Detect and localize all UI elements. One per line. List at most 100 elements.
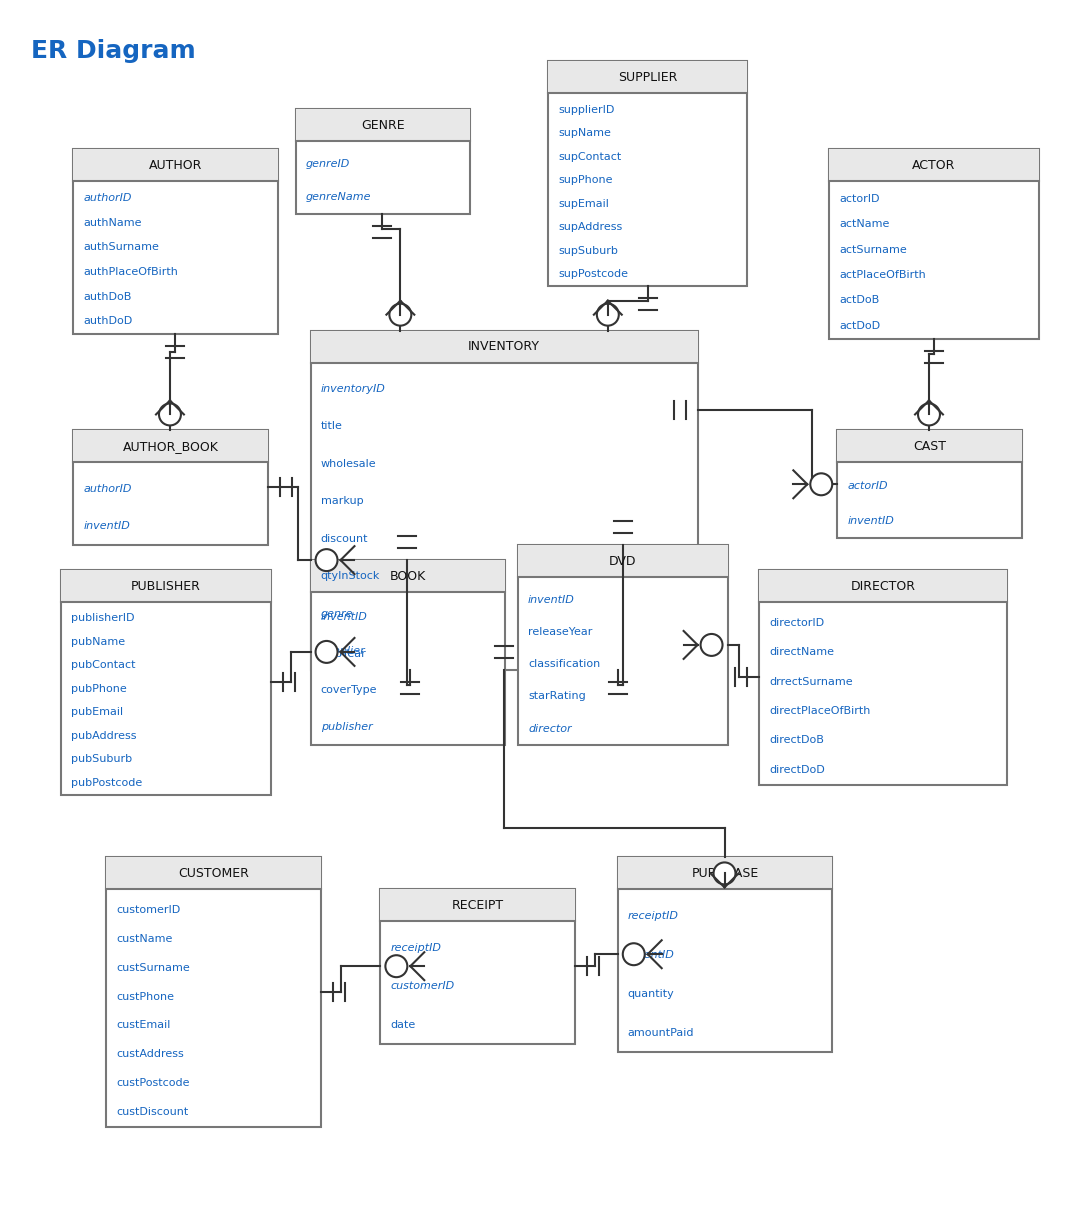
Bar xyxy=(381,890,575,1044)
Text: publisherID: publisherID xyxy=(71,613,134,623)
Circle shape xyxy=(315,550,338,572)
Bar xyxy=(518,545,727,577)
Text: qtyInStock: qtyInStock xyxy=(321,572,380,581)
Bar xyxy=(548,61,748,93)
Text: DVD: DVD xyxy=(609,554,637,568)
Text: inventID: inventID xyxy=(83,521,130,531)
Bar xyxy=(837,431,1022,463)
Text: supplier: supplier xyxy=(321,646,366,656)
Circle shape xyxy=(918,404,940,426)
Text: directorID: directorID xyxy=(769,618,824,628)
Text: title: title xyxy=(321,421,342,431)
Text: PUBLISHER: PUBLISHER xyxy=(131,579,201,592)
Bar xyxy=(296,109,470,214)
Text: custEmail: custEmail xyxy=(116,1021,170,1031)
Text: inventID: inventID xyxy=(321,612,367,623)
Bar xyxy=(381,890,575,922)
Text: supAddress: supAddress xyxy=(558,222,622,233)
Text: actPlaceOfBirth: actPlaceOfBirth xyxy=(839,271,926,280)
Circle shape xyxy=(159,404,181,426)
Text: receiptID: receiptID xyxy=(391,944,441,953)
Text: pubPhone: pubPhone xyxy=(71,684,127,694)
Text: starRating: starRating xyxy=(528,692,585,701)
Bar xyxy=(73,431,268,463)
Circle shape xyxy=(810,474,832,496)
Text: directPlaceOfBirth: directPlaceOfBirth xyxy=(769,706,870,716)
Text: actorID: actorID xyxy=(839,193,880,203)
Text: custDiscount: custDiscount xyxy=(116,1108,188,1118)
Text: ER Diagram: ER Diagram xyxy=(31,39,196,64)
Text: supContact: supContact xyxy=(558,152,621,162)
Text: CUSTOMER: CUSTOMER xyxy=(178,867,249,880)
Text: inventID: inventID xyxy=(847,517,894,526)
Circle shape xyxy=(597,304,619,326)
Text: authSurname: authSurname xyxy=(83,242,159,252)
Bar xyxy=(73,149,278,181)
Text: actDoD: actDoD xyxy=(839,321,880,330)
Text: authName: authName xyxy=(83,218,142,228)
Bar xyxy=(311,330,697,362)
Bar xyxy=(61,570,271,794)
Text: supName: supName xyxy=(558,129,611,138)
Text: drrectSurname: drrectSurname xyxy=(769,677,853,687)
Text: customerID: customerID xyxy=(391,982,455,991)
Text: inventID: inventID xyxy=(627,950,675,960)
Bar xyxy=(830,149,1038,181)
Text: actDoB: actDoB xyxy=(839,295,879,306)
Text: custSurname: custSurname xyxy=(116,962,189,973)
Bar xyxy=(73,149,278,334)
Text: authorID: authorID xyxy=(83,483,131,493)
Text: date: date xyxy=(391,1020,415,1029)
Circle shape xyxy=(390,304,411,326)
Bar xyxy=(296,109,470,141)
Text: custPhone: custPhone xyxy=(116,991,174,1001)
Bar xyxy=(760,570,1007,785)
Bar xyxy=(73,431,268,545)
Text: pubName: pubName xyxy=(71,636,125,647)
Text: INVENTORY: INVENTORY xyxy=(468,340,540,353)
Circle shape xyxy=(700,634,722,656)
Text: DIRECTOR: DIRECTOR xyxy=(851,579,916,592)
Text: pubYear: pubYear xyxy=(321,649,366,659)
Text: authorID: authorID xyxy=(83,193,131,203)
Text: AUTHOR_BOOK: AUTHOR_BOOK xyxy=(123,439,218,453)
Bar xyxy=(311,330,697,670)
Text: amountPaid: amountPaid xyxy=(627,1028,694,1038)
Text: SUPPLIER: SUPPLIER xyxy=(618,71,678,83)
Text: classification: classification xyxy=(528,659,600,670)
Bar xyxy=(107,858,321,890)
Text: coverType: coverType xyxy=(321,685,377,695)
Text: PURCHASE: PURCHASE xyxy=(692,867,759,880)
Circle shape xyxy=(623,944,645,966)
Text: inventoryID: inventoryID xyxy=(321,384,385,394)
Text: directDoD: directDoD xyxy=(769,765,825,775)
Text: supplierID: supplierID xyxy=(558,104,614,115)
Text: ACTOR: ACTOR xyxy=(912,159,955,171)
Text: genreID: genreID xyxy=(306,159,350,169)
Text: receiptID: receiptID xyxy=(627,912,679,922)
Text: custAddress: custAddress xyxy=(116,1049,184,1060)
Text: actName: actName xyxy=(839,219,890,229)
Text: directDoB: directDoB xyxy=(769,736,824,745)
Text: supPostcode: supPostcode xyxy=(558,269,628,279)
Text: releaseYear: releaseYear xyxy=(528,627,593,636)
Text: RECEIPT: RECEIPT xyxy=(452,898,504,912)
Bar xyxy=(618,858,832,890)
Text: publisher: publisher xyxy=(321,721,372,732)
Bar xyxy=(61,570,271,602)
Text: supPhone: supPhone xyxy=(558,175,612,185)
Text: customerID: customerID xyxy=(116,905,181,914)
Circle shape xyxy=(315,641,338,663)
Text: genre: genre xyxy=(321,608,353,618)
Bar xyxy=(518,545,727,744)
Text: GENRE: GENRE xyxy=(362,119,405,132)
Bar xyxy=(548,61,748,285)
Circle shape xyxy=(385,955,408,977)
Text: markup: markup xyxy=(321,496,364,507)
Text: pubSuburb: pubSuburb xyxy=(71,754,132,764)
Text: AUTHOR: AUTHOR xyxy=(148,159,202,171)
Bar xyxy=(107,858,321,1127)
Text: authPlaceOfBirth: authPlaceOfBirth xyxy=(83,267,178,277)
Text: authDoB: authDoB xyxy=(83,291,131,301)
Text: wholesale: wholesale xyxy=(321,459,377,469)
